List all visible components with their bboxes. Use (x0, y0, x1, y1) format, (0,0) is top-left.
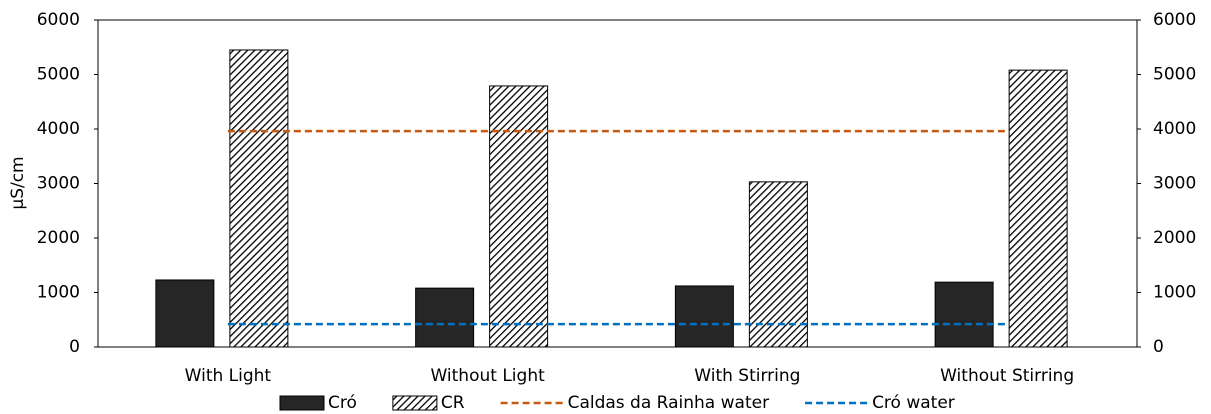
bar (934, 281, 994, 348)
bar (415, 287, 475, 348)
y-tick-label: 3000 (37, 174, 80, 194)
legend-label: Caldas da Rainha water (568, 393, 769, 413)
x-tick-label: Without Light (430, 366, 545, 386)
y2-tick-label: 3000 (1153, 174, 1196, 194)
bar (748, 181, 808, 348)
bar (1008, 69, 1068, 348)
legend-label: Cró water (872, 393, 955, 413)
y-tick-label: 6000 (37, 10, 80, 30)
legend-label: CR (441, 393, 465, 413)
y2-tick-label: 0 (1153, 337, 1164, 357)
y2-tick-label: 6000 (1153, 10, 1196, 30)
legend-label: Cró (328, 393, 357, 413)
bar (229, 49, 289, 348)
bar (489, 85, 549, 348)
legend-swatch (279, 395, 325, 411)
plot-frame (97, 19, 1138, 348)
bar (674, 285, 734, 348)
y2-tick-label: 1000 (1153, 283, 1196, 303)
y-tick-label: 2000 (37, 228, 80, 248)
y2-tick-label: 5000 (1153, 65, 1196, 85)
x-tick-label: With Light (185, 366, 272, 386)
y-tick-label: 1000 (37, 283, 80, 303)
y2-tick-label: 4000 (1153, 119, 1196, 139)
x-tick-label: Without Stirring (940, 366, 1074, 386)
y-axis-label: µS/cm (8, 156, 28, 209)
y2-tick-label: 2000 (1153, 228, 1196, 248)
y-tick-label: 5000 (37, 65, 80, 85)
legend-swatch (392, 395, 438, 411)
y-tick-label: 0 (69, 337, 80, 357)
y-tick-label: 4000 (37, 119, 80, 139)
bar (155, 279, 215, 348)
x-tick-label: With Stirring (694, 366, 800, 386)
